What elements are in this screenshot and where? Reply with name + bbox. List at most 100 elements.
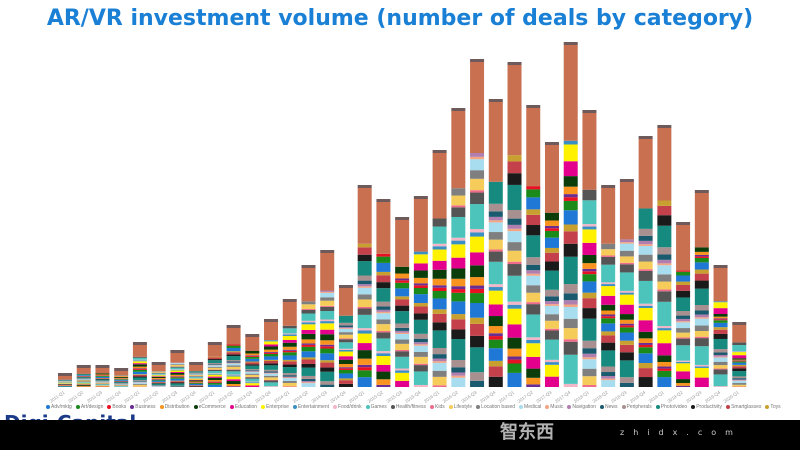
bar-segment	[207, 381, 222, 383]
bar-segment	[488, 239, 503, 250]
bar-segment	[357, 243, 372, 248]
bar-segment	[601, 314, 616, 317]
bar-segment	[657, 328, 672, 331]
bar-segment	[432, 287, 447, 291]
bar-segment	[563, 300, 578, 305]
bar-segment	[676, 222, 691, 225]
bar-segment	[694, 262, 709, 270]
bar-segment	[338, 339, 353, 343]
bar-segment	[470, 59, 485, 62]
bar-2014-Q1	[282, 299, 297, 387]
bar-segment	[488, 287, 503, 291]
bar-segment	[713, 327, 728, 330]
bar-segment	[563, 341, 578, 355]
bar-segment	[432, 243, 447, 247]
legend-label: Smartglasses	[731, 404, 762, 410]
bar-segment	[694, 310, 709, 315]
bar-segment	[245, 356, 260, 359]
bar-segment	[207, 342, 222, 345]
bar-segment	[282, 346, 297, 350]
bar-segment	[151, 375, 166, 377]
bar-segment	[320, 371, 335, 382]
bar-segment	[151, 376, 166, 379]
bar-segment	[320, 290, 335, 292]
bar-segment	[451, 301, 466, 315]
bar-segment	[507, 161, 522, 174]
bar-segment	[470, 229, 485, 233]
bar-segment	[488, 316, 503, 327]
bar-segment	[95, 379, 110, 381]
x-tick-label: 2017-Q2	[517, 389, 535, 403]
bar-segment	[601, 331, 616, 336]
bar-segment	[451, 359, 466, 368]
bar-segment	[132, 374, 147, 377]
bar-segment	[544, 362, 559, 365]
legend-item: Art/design	[75, 404, 103, 410]
bar-2012-Q4	[189, 362, 204, 387]
bar-segment	[264, 386, 279, 387]
bar-segment	[95, 376, 110, 378]
bar-segment	[338, 378, 353, 381]
x-tick-label: 2018-Q2	[592, 389, 610, 403]
bar-segment	[713, 349, 728, 353]
bar-segment	[638, 254, 653, 262]
bar-segment	[338, 373, 353, 379]
bar-segment	[413, 251, 428, 255]
bar-segment	[432, 313, 447, 323]
bar-segment	[151, 376, 166, 377]
bar-segment	[338, 285, 353, 288]
bar-segment	[170, 364, 185, 367]
bar-segment	[301, 343, 316, 345]
bar-segment	[526, 273, 541, 276]
bar-segment	[151, 365, 166, 372]
bar-segment	[282, 302, 297, 326]
bar-segment	[282, 299, 297, 302]
bar-segment	[151, 383, 166, 386]
bar-segment	[563, 304, 578, 307]
bar-segment	[638, 363, 653, 369]
bar-segment	[245, 362, 260, 365]
bar-segment	[470, 288, 485, 294]
bar-segment	[395, 278, 410, 281]
legend-dot-icon	[765, 404, 770, 409]
x-tick-label: 2015-Q3	[385, 389, 403, 403]
bar-segment	[226, 369, 241, 372]
bar-segment	[226, 381, 241, 385]
bar-segment	[526, 197, 541, 210]
bar-segment	[357, 328, 372, 331]
bar-2017-Q1	[507, 62, 522, 387]
bar-segment	[507, 308, 522, 325]
bar-segment	[582, 318, 597, 341]
bar-segment	[526, 214, 541, 226]
bar-segment	[619, 294, 634, 305]
bar-segment	[619, 340, 634, 345]
legend-item: Adv/mktg	[46, 404, 72, 410]
bar-segment	[676, 360, 691, 362]
bar-segment	[563, 176, 578, 187]
bar-segment	[226, 386, 241, 387]
bar-segment	[657, 263, 672, 266]
bar-segment	[301, 329, 316, 334]
bar-segment	[507, 324, 522, 338]
bar-segment	[376, 313, 391, 320]
bar-segment	[601, 264, 616, 283]
bar-segment	[713, 354, 728, 357]
bar-segment	[432, 361, 447, 363]
bar-segment	[338, 356, 353, 360]
x-tick-label: 2017-Q4	[554, 389, 572, 403]
bar-segment	[488, 102, 503, 182]
bar-segment	[451, 314, 466, 320]
bar-segment	[132, 363, 147, 365]
legend-label: Productivity	[696, 404, 723, 410]
bar-segment	[114, 379, 129, 380]
bar-segment	[151, 386, 166, 387]
bar-segment	[601, 282, 616, 285]
bar-segment	[282, 339, 297, 343]
bar-segment	[264, 319, 279, 322]
bar-segment	[582, 242, 597, 255]
bar-segment	[301, 382, 316, 384]
bar-segment	[563, 306, 578, 319]
bar-segment	[451, 188, 466, 196]
bar-segment	[413, 294, 428, 304]
bar-segment	[151, 385, 166, 386]
